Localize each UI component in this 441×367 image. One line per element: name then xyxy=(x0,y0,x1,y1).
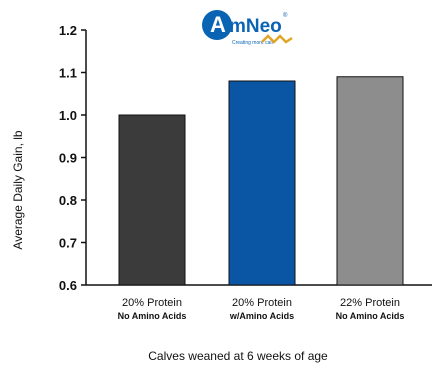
y-tick-label: 0.9 xyxy=(59,151,77,166)
y-axis-label: Average Daily Gain, lb xyxy=(11,130,25,250)
logo-brand-name: mNeo xyxy=(229,16,282,37)
bars xyxy=(118,76,404,286)
category-label-line1: 22% Protein xyxy=(340,297,400,309)
y-tick-label: 1.1 xyxy=(59,66,77,81)
bar-1 xyxy=(118,114,186,286)
y-tick-label: 0.6 xyxy=(59,278,77,293)
category-label-line1: 20% Protein xyxy=(122,297,182,309)
y-tick-label: 1.2 xyxy=(59,23,77,38)
x-categories: 20% Protein No Amino Acids 20% Protein w/Am… xyxy=(118,297,405,321)
logo-wave-icon xyxy=(261,34,293,44)
y-tick-label: 1.0 xyxy=(59,108,77,123)
logo-circle-icon xyxy=(202,10,232,40)
bar-3 xyxy=(336,76,404,286)
y-tick-label: 0.8 xyxy=(59,193,77,208)
category-label-line2: No Amino Acids xyxy=(336,311,405,321)
logo-registered-mark: ® xyxy=(283,12,288,19)
category-label-line2: w/Amino Acids xyxy=(229,311,294,321)
category-label-line1: 20% Protein xyxy=(232,297,292,309)
bar-2 xyxy=(228,80,296,286)
logo-brand-initial: A xyxy=(210,12,226,37)
x-axis-label: Calves weaned at 6 weeks of age xyxy=(148,349,328,363)
logo-tagline: Creating more calf xyxy=(232,40,273,46)
category-label-line2: No Amino Acids xyxy=(118,311,187,321)
amneo-logo: A mNeo ® Creating more calf xyxy=(202,10,293,46)
y-tick-label: 0.7 xyxy=(59,236,77,251)
